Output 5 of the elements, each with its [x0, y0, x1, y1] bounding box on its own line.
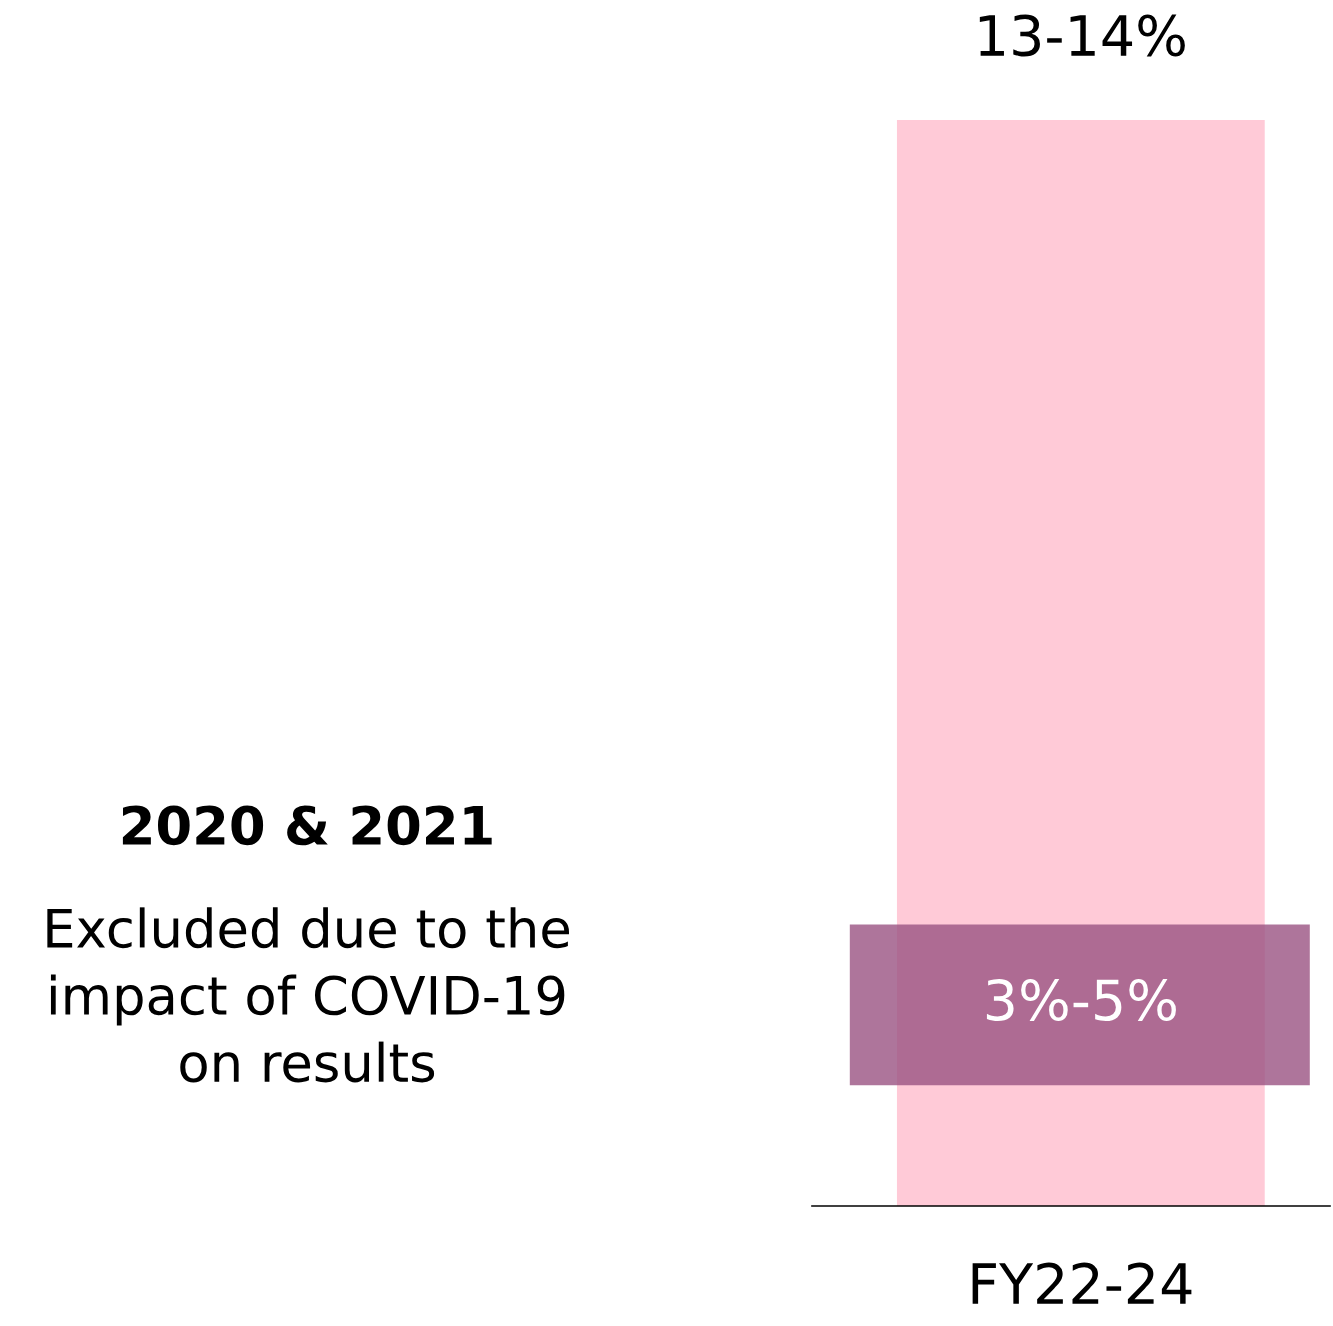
text: Excluded due to the impact of COVID-19 on results	[47, 907, 569, 1083]
band-label: 3%-5%	[986, 978, 1176, 1022]
data-label: 13-14%	[979, 14, 1185, 57]
text: 2020 & 2021	[122, 805, 492, 846]
x-tick-label: FY22-24	[972, 1262, 1192, 1304]
